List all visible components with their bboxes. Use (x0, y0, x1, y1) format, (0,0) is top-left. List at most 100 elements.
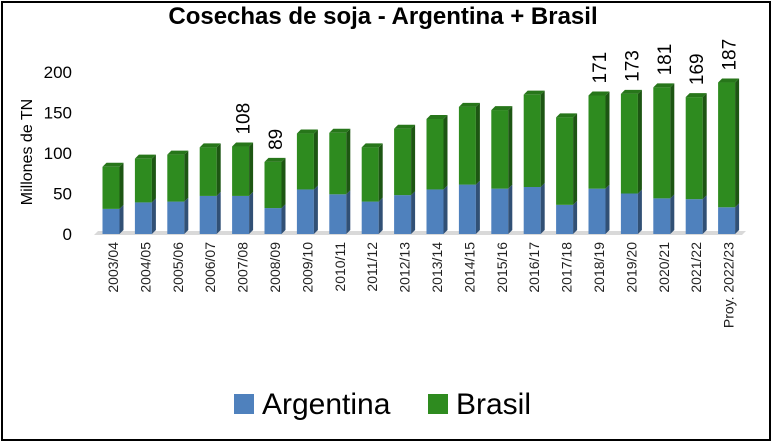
data-label: 181 (655, 44, 676, 76)
brasil-bar-side (605, 91, 610, 189)
x-tick-label: 2010/11 (332, 242, 348, 292)
data-label: 187 (720, 39, 741, 71)
argentina-bar (102, 208, 120, 234)
brasil-bar-side (411, 124, 416, 196)
brasil-bar-side (443, 114, 448, 190)
x-tick-label: 2021/22 (688, 242, 704, 293)
argentina-bar (458, 184, 476, 234)
chart-title: Cosechas de soja - Argentina + Brasil (168, 3, 597, 30)
brasil-bar-top (523, 90, 545, 95)
argentina-bar-side (735, 203, 740, 234)
argentina-bar-side (216, 191, 221, 234)
argentina-bar (556, 204, 574, 234)
brasil-bar-side (281, 157, 286, 209)
argentina-bar-side (670, 194, 675, 234)
x-tick-label: 2003/04 (105, 242, 121, 293)
argentina-bar (167, 201, 185, 234)
argentina-bar (685, 199, 703, 234)
brasil-bar-side (573, 113, 578, 205)
brasil-bar-side (313, 129, 318, 190)
brasil-bar-top (685, 93, 707, 98)
brasil-bar-side (151, 154, 156, 203)
argentina-bar-side (443, 185, 448, 234)
argentina-bar (394, 195, 412, 234)
brasil-bar-top (458, 102, 480, 107)
brasil-bar-top (167, 150, 189, 155)
argentina-bar (620, 193, 638, 234)
x-tick-label: 2013/14 (429, 242, 445, 293)
brasil-bar (523, 94, 541, 188)
brasil-bar-side (475, 102, 480, 185)
argentina-bar (718, 207, 736, 234)
brasil-bar-top (653, 83, 675, 88)
brasil-bar (232, 146, 250, 196)
argentina-bar (361, 201, 379, 234)
x-tick-label: 2018/19 (591, 242, 607, 293)
data-label: 89 (266, 129, 287, 150)
brasil-bar (329, 132, 347, 195)
brasil-bar-top (296, 129, 318, 134)
argentina-bar (491, 188, 509, 234)
argentina-bar-side (119, 204, 124, 234)
x-tick-label: 2012/13 (397, 242, 413, 293)
brasil-bar-side (540, 90, 545, 188)
y-tick-label: 0 (63, 225, 72, 244)
brasil-bar (264, 161, 282, 209)
argentina-bar (523, 187, 541, 234)
argentina-bar (296, 189, 314, 234)
brasil-bar-top (361, 143, 383, 148)
plot-floor (94, 231, 746, 235)
y-tick-label: 150 (44, 104, 72, 123)
brasil-bar-top (264, 157, 286, 162)
x-tick-label: 2015/16 (494, 242, 510, 293)
argentina-bar (329, 194, 347, 234)
brasil-bar (588, 95, 606, 189)
argentina-bar-side (184, 197, 189, 234)
argentina-bar-side (475, 180, 480, 234)
brasil-bar-top (134, 154, 156, 159)
brasil-bar (296, 133, 314, 190)
argentina-bar-side (540, 183, 545, 234)
argentina-bar (199, 195, 217, 234)
data-label: 171 (590, 52, 611, 84)
argentina-bar (264, 208, 282, 234)
x-tick-label: 2011/12 (364, 242, 380, 292)
brasil-bar-side (216, 143, 221, 196)
brasil-bar (685, 97, 703, 200)
x-tick-label: 2008/09 (267, 242, 283, 293)
legend-swatch-brasil (428, 394, 448, 414)
brasil-bar-side (249, 142, 254, 196)
brasil-bar (458, 106, 476, 185)
x-tick-label: 2017/18 (559, 242, 575, 293)
argentina-bar-side (249, 191, 254, 234)
brasil-bar (718, 82, 736, 208)
y-axis-label: Millones de TN (19, 99, 36, 205)
brasil-bar-side (378, 143, 383, 202)
argentina-bar-side (508, 184, 513, 234)
brasil-bar-top (718, 78, 740, 83)
x-tick-label: 2007/08 (235, 242, 251, 293)
brasil-bar-top (556, 113, 578, 118)
argentina-bar (426, 189, 444, 234)
brasil-bar-top (588, 91, 610, 96)
brasil-bar-side (184, 150, 189, 202)
brasil-bar (167, 154, 185, 202)
brasil-bar (653, 87, 671, 199)
brasil-bar-top (491, 106, 513, 111)
brasil-bar (102, 166, 120, 209)
brasil-bar (134, 158, 152, 203)
brasil-bar-side (508, 106, 513, 189)
legend-label-argentina: Argentina (262, 388, 391, 421)
argentina-bar-side (573, 200, 578, 234)
brasil-bar-side (346, 128, 351, 195)
brasil-bar (426, 118, 444, 190)
brasil-bar-side (119, 162, 124, 209)
argentina-bar-side (281, 204, 286, 234)
data-label: 169 (687, 53, 708, 85)
argentina-bar (232, 195, 250, 234)
argentina-bar-side (605, 184, 610, 234)
brasil-bar (556, 117, 574, 205)
x-tick-label: 2009/10 (299, 242, 315, 293)
